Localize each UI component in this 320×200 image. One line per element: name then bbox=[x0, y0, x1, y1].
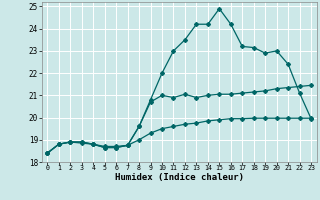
X-axis label: Humidex (Indice chaleur): Humidex (Indice chaleur) bbox=[115, 173, 244, 182]
